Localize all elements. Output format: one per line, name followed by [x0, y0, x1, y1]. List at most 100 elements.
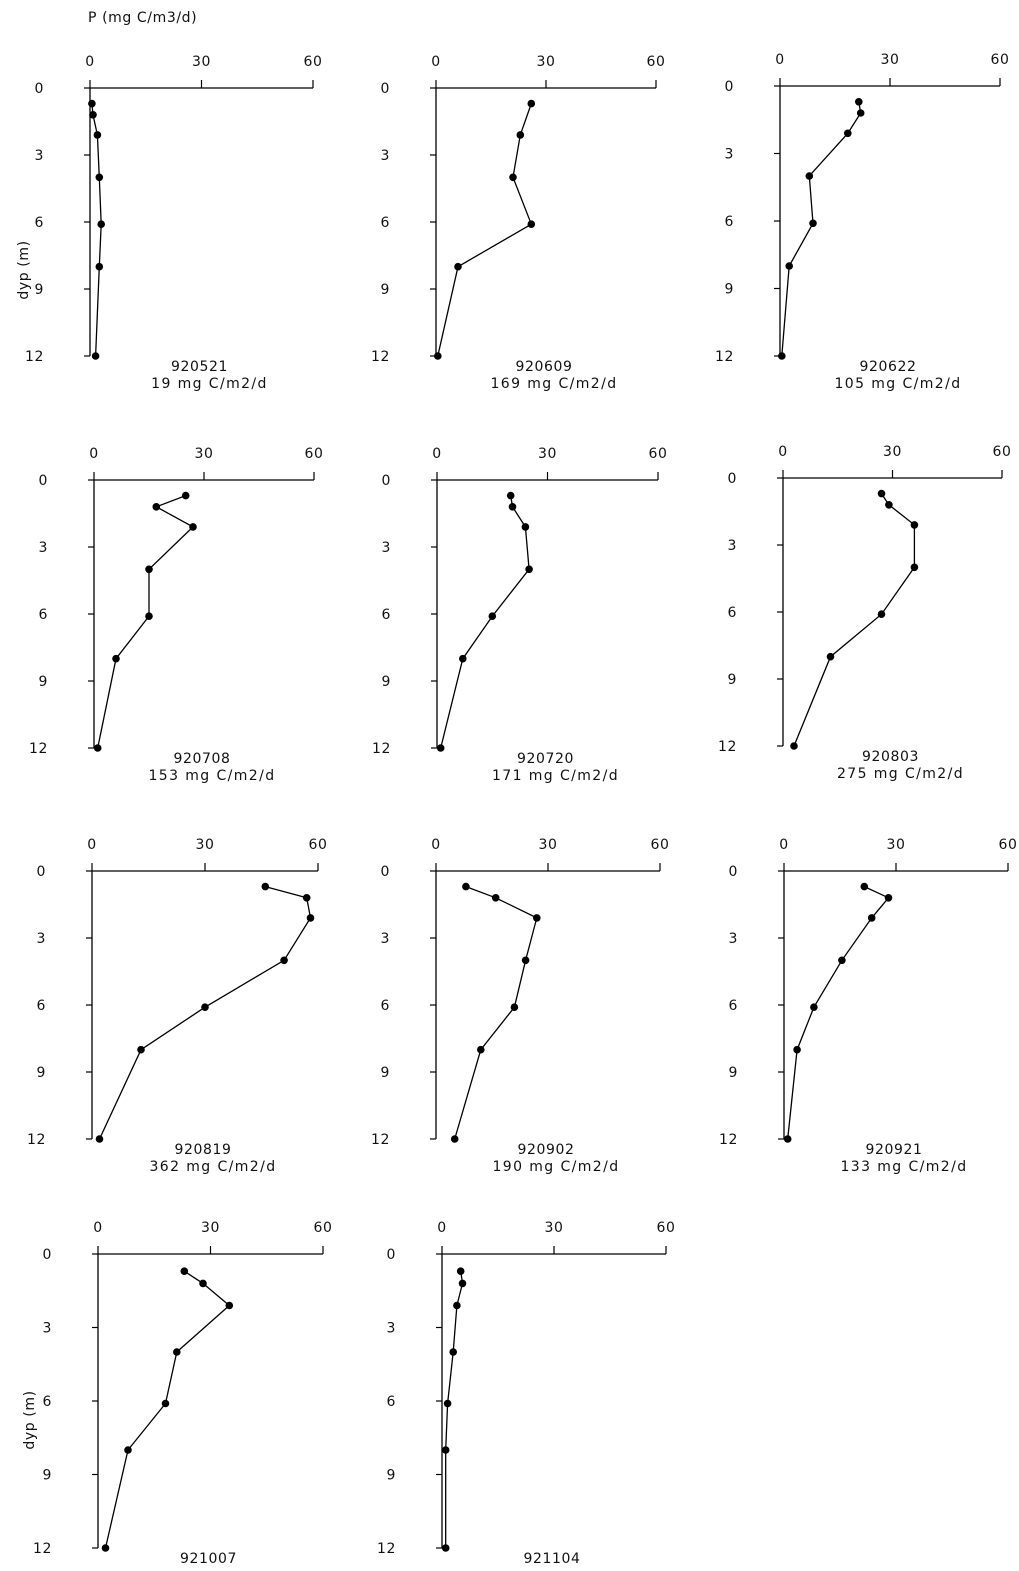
- data-point: [95, 262, 104, 271]
- data-point: [855, 98, 863, 106]
- y-tick-label: 6: [34, 215, 44, 231]
- x-tick-label: 60: [308, 837, 327, 853]
- data-point: [201, 1003, 209, 1011]
- y-tick-label: 3: [36, 931, 46, 947]
- panel-date-label: 920803: [862, 749, 919, 765]
- x-tick-label: 0: [432, 446, 442, 462]
- data-point: [89, 111, 97, 119]
- data-point: [510, 1003, 519, 1011]
- data-point: [527, 220, 536, 228]
- data-point: [181, 491, 190, 500]
- data-point: [95, 1135, 104, 1143]
- y-axis-label: dyp (m): [22, 1390, 38, 1449]
- data-point: [527, 99, 536, 108]
- series-line: [454, 885, 538, 1140]
- data-point: [826, 652, 835, 661]
- data-point: [453, 1301, 461, 1310]
- y-tick-label: 6: [727, 605, 737, 621]
- x-tick-label: 0: [89, 446, 99, 462]
- x-tick-label: 60: [313, 1220, 332, 1236]
- y-tick-label: 0: [34, 81, 44, 97]
- x-tick-label: 30: [883, 444, 902, 460]
- panel-daily-total: 169 mg C/m2/d: [491, 376, 618, 392]
- y-tick-label: 9: [380, 1065, 390, 1081]
- data-point: [521, 523, 530, 531]
- y-tick-label: 3: [38, 540, 48, 556]
- data-point: [778, 352, 786, 360]
- data-point: [508, 503, 517, 511]
- series-line: [787, 886, 890, 1140]
- data-point: [91, 352, 100, 360]
- y-tick-label: 3: [42, 1321, 52, 1337]
- x-tick-label: 60: [656, 1220, 675, 1236]
- y-tick-label: 12: [371, 1132, 390, 1148]
- data-point: [225, 1301, 234, 1310]
- series-line: [98, 885, 312, 1140]
- x-tick-label: 0: [93, 1220, 103, 1236]
- y-tick-label: 0: [36, 864, 46, 880]
- data-point: [450, 1135, 459, 1143]
- data-point: [462, 882, 470, 891]
- data-point: [180, 1267, 189, 1275]
- data-point: [785, 262, 793, 270]
- y-tick-label: 12: [29, 741, 48, 757]
- panel-daily-total: 275 mg C/m2/d: [837, 766, 964, 782]
- y-tick-label: 9: [724, 282, 734, 298]
- y-tick-label: 0: [381, 473, 391, 489]
- data-point: [910, 563, 919, 572]
- y-tick-label: 0: [724, 79, 734, 95]
- panel-date-label: 921104: [523, 1551, 580, 1567]
- x-tick-label: 30: [538, 837, 557, 853]
- data-point: [152, 503, 161, 511]
- data-point: [449, 1348, 458, 1356]
- x-tick-label: 30: [538, 446, 557, 462]
- y-tick-label: 3: [728, 931, 738, 947]
- panel-daily-total: 190 mg C/m2/d: [493, 1159, 620, 1175]
- data-point: [124, 1446, 132, 1454]
- panel-date-label: 920720: [517, 751, 574, 767]
- data-point: [884, 894, 893, 902]
- data-point: [189, 523, 197, 531]
- panel-daily-total: 171 mg C/m2/d: [492, 768, 619, 784]
- data-point: [790, 742, 798, 750]
- data-point: [454, 262, 462, 271]
- data-point: [867, 914, 876, 922]
- x-tick-label: 30: [201, 1220, 220, 1236]
- data-point: [838, 956, 846, 965]
- series-line: [445, 1271, 464, 1548]
- y-tick-label: 6: [381, 607, 391, 623]
- y-tick-label: 9: [38, 674, 48, 690]
- data-point: [93, 744, 102, 752]
- data-point: [809, 219, 817, 228]
- data-point: [261, 882, 270, 891]
- data-point: [456, 1267, 465, 1275]
- series-line: [440, 495, 530, 749]
- panel-daily-total: 105 mg C/m2/d: [835, 376, 962, 392]
- y-tick-label: 3: [380, 148, 390, 164]
- data-point: [488, 612, 497, 620]
- data-point: [877, 489, 886, 498]
- y-tick-label: 12: [27, 1132, 46, 1148]
- data-point: [441, 1446, 450, 1454]
- y-tick-label: 0: [380, 864, 390, 880]
- data-point: [93, 131, 102, 139]
- series-line: [781, 101, 862, 357]
- x-tick-label: 60: [650, 837, 669, 853]
- x-tick-label: 30: [194, 446, 213, 462]
- x-tick-label: 0: [775, 52, 785, 68]
- x-tick-label: 60: [990, 52, 1009, 68]
- panel-date-label: 920521: [171, 359, 228, 375]
- y-tick-label: 9: [34, 282, 44, 298]
- panel-daily-total: 19 mg C/m2/d: [151, 376, 268, 392]
- data-point: [516, 131, 525, 139]
- series-line: [91, 103, 102, 357]
- data-point: [302, 894, 311, 902]
- x-tick-label: 60: [648, 446, 667, 462]
- data-point: [491, 894, 500, 902]
- panel-date-label: 921007: [180, 1551, 237, 1567]
